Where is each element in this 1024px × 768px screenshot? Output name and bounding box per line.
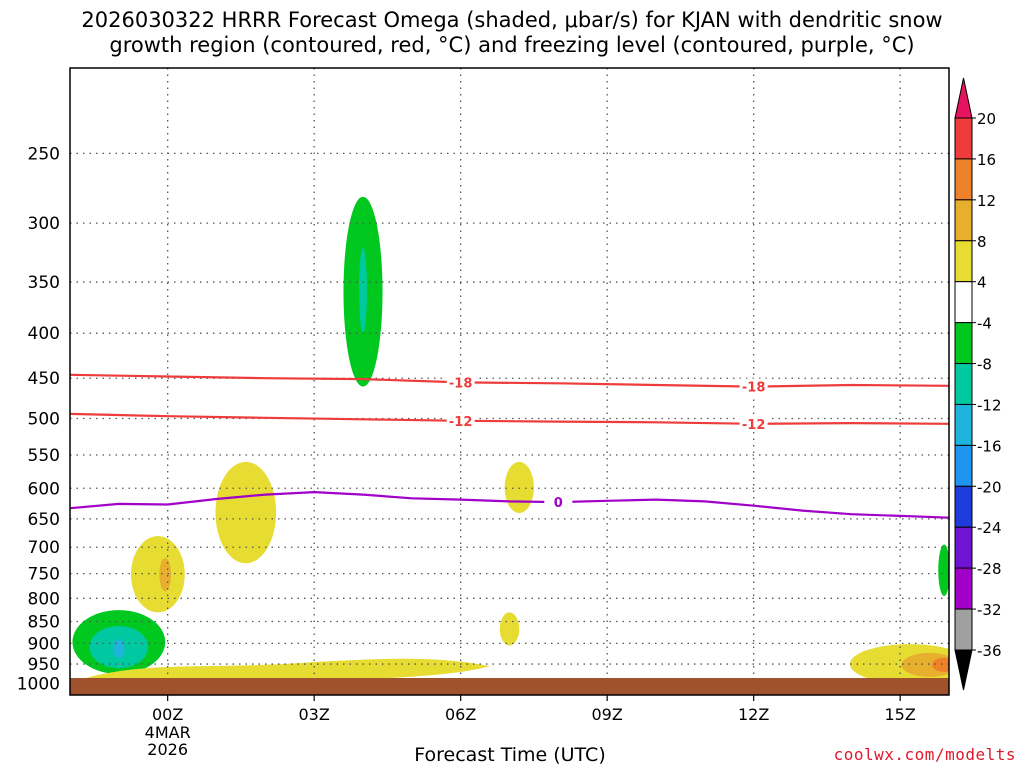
site-credit: coolwx.com/modelts bbox=[833, 745, 1016, 764]
ground-fill bbox=[70, 678, 949, 695]
colorbar-label-13: -36 bbox=[977, 642, 1002, 660]
colorbar-bottom-arrow bbox=[954, 649, 973, 691]
colorbar-box-5 bbox=[954, 322, 973, 365]
ytick-400: 400 bbox=[28, 324, 60, 344]
ytick-900: 900 bbox=[28, 634, 60, 654]
red-contour--12-label-1: -12 bbox=[742, 418, 766, 433]
red-contour--18-label-bg-0 bbox=[446, 374, 475, 391]
grid-lines bbox=[70, 68, 949, 695]
red-contour--18-label-bg-1 bbox=[739, 378, 768, 395]
ytick-750: 750 bbox=[28, 565, 60, 585]
colorbar-box-1 bbox=[954, 158, 973, 201]
colorbar-box-6 bbox=[954, 363, 973, 405]
shaded-region-6 bbox=[159, 558, 172, 592]
xtick-12Z: 12Z bbox=[738, 705, 769, 724]
red-contour--12-label-bg-1 bbox=[739, 415, 768, 432]
colorbar-box-9 bbox=[954, 485, 973, 528]
shaded-region-5 bbox=[131, 536, 185, 613]
colorbar: 20 16 12 8 4 -4 -8 -12 -16 -20 -24 -28 -32 -36 bbox=[954, 77, 1002, 691]
shaded-region-8 bbox=[504, 461, 534, 513]
ytick-700: 700 bbox=[28, 538, 60, 558]
ground-surface bbox=[70, 678, 949, 695]
x-axis-title: Forecast Time (UTC) bbox=[414, 744, 606, 766]
colorbar-label-7: -12 bbox=[977, 396, 1002, 414]
ytick-250: 250 bbox=[28, 144, 60, 164]
red-contour--18 bbox=[70, 373, 949, 388]
colorbar-label-10: -24 bbox=[977, 519, 1002, 537]
colorbar-box-7 bbox=[954, 403, 973, 446]
shaded-region-4 bbox=[112, 639, 125, 658]
colorbar-box-8 bbox=[954, 444, 973, 487]
colorbar-box-11 bbox=[954, 567, 973, 610]
y-axis: 2503003504004505005506006507007508008509… bbox=[17, 144, 60, 694]
purple-contour-0-label-bg-0 bbox=[544, 494, 573, 511]
ytick-550: 550 bbox=[28, 446, 60, 466]
ytick-600: 600 bbox=[28, 479, 60, 499]
red-contour--12 bbox=[70, 412, 949, 425]
plot-frame bbox=[69, 67, 950, 696]
title-line-2: growth region (contoured, red, °C) and f… bbox=[109, 33, 915, 57]
shaded-region-lowlevel bbox=[79, 658, 490, 681]
purple-contour-0 bbox=[70, 490, 949, 519]
colorbar-box-12 bbox=[954, 608, 973, 651]
shaded-region-7 bbox=[215, 461, 277, 564]
colorbar-label-4: 4 bbox=[977, 274, 987, 292]
colorbar-label-3: 8 bbox=[977, 233, 987, 251]
colorbar-label-2: 12 bbox=[977, 192, 996, 210]
colorbar-box-4 bbox=[954, 281, 973, 324]
xtick-00Z: 00Z bbox=[152, 705, 183, 724]
colorbar-box-0 bbox=[954, 117, 973, 160]
colorbar-box-3 bbox=[954, 240, 973, 283]
omega-shading bbox=[72, 196, 949, 685]
colorbar-label-9: -20 bbox=[977, 478, 1002, 496]
shaded-region-right-inner bbox=[901, 652, 949, 677]
colorbar-label-11: -28 bbox=[977, 560, 1002, 578]
ytick-800: 800 bbox=[28, 589, 60, 609]
ytick-450: 450 bbox=[28, 369, 60, 389]
shaded-region-9 bbox=[499, 612, 520, 646]
title-line-1: 2026030322 HRRR Forecast Omega (shaded, … bbox=[81, 8, 943, 32]
colorbar-label-6: -8 bbox=[977, 356, 992, 374]
red-contour--18-label-0: -18 bbox=[449, 376, 473, 391]
shaded-region-1 bbox=[359, 247, 367, 334]
ytick-850: 850 bbox=[28, 613, 60, 633]
colorbar-box-2 bbox=[954, 199, 973, 242]
red-contour--12-label-bg-0 bbox=[446, 412, 475, 429]
red-contour--18-label-1: -18 bbox=[742, 381, 766, 396]
ytick-650: 650 bbox=[28, 510, 60, 530]
colorbar-label-1: 16 bbox=[977, 151, 996, 169]
ytick-950: 950 bbox=[28, 655, 60, 675]
colorbar-top-arrow bbox=[954, 77, 973, 119]
colorbar-label-0: 20 bbox=[977, 110, 996, 128]
colorbar-label-8: -16 bbox=[977, 437, 1002, 455]
purple-contour-0-label-0: 0 bbox=[554, 496, 563, 511]
red-contour--12-label-0: -12 bbox=[449, 415, 473, 430]
ytick-300: 300 bbox=[28, 214, 60, 234]
temperature-contours: -18 -18 -12 -12 0 bbox=[70, 373, 949, 519]
ytick-1000: 1000 bbox=[17, 675, 60, 695]
xtick-03Z: 03Z bbox=[299, 705, 330, 724]
xtick-09Z: 09Z bbox=[592, 705, 623, 724]
xtick-15Z: 15Z bbox=[885, 705, 916, 724]
chart-title: 2026030322 HRRR Forecast Omega (shaded, … bbox=[0, 8, 1024, 58]
colorbar-label-12: -32 bbox=[977, 601, 1002, 619]
xtick-sub-0: 4MAR bbox=[145, 723, 191, 742]
colorbar-box-10 bbox=[954, 526, 973, 569]
colorbar-label-5: -4 bbox=[977, 315, 992, 333]
ytick-350: 350 bbox=[28, 273, 60, 293]
shaded-region-right-core bbox=[932, 657, 949, 672]
xtick-06Z: 06Z bbox=[445, 705, 476, 724]
shaded-region-10 bbox=[938, 544, 949, 596]
ytick-500: 500 bbox=[28, 410, 60, 430]
xtick-sub-1: 2026 bbox=[147, 740, 188, 759]
